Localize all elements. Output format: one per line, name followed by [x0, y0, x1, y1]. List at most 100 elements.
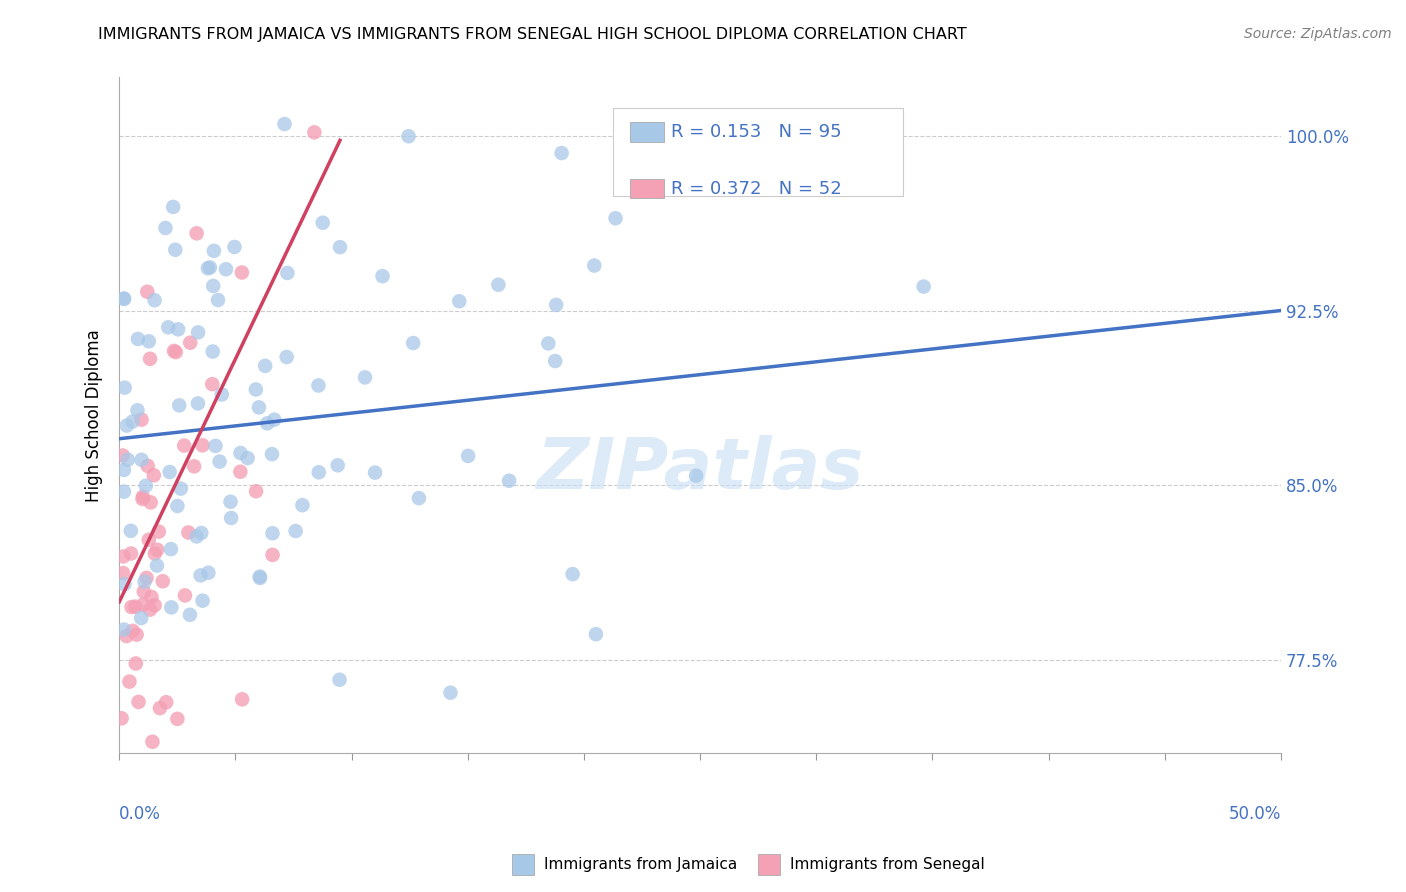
Point [198, 260, 221, 275]
Point [585, 627, 607, 641]
Point [111, 449, 134, 463]
Point [146, 558, 169, 573]
Point [449, 294, 471, 309]
Point [486, 277, 509, 292]
Point [208, 454, 231, 468]
Point [120, 547, 142, 561]
FancyBboxPatch shape [630, 178, 664, 198]
Point [284, 524, 307, 538]
Text: 0.0%: 0.0% [120, 805, 162, 822]
Point [249, 571, 271, 585]
Point [224, 240, 246, 254]
Point [143, 547, 166, 561]
Point [112, 623, 135, 637]
Point [187, 326, 209, 340]
Point [160, 600, 183, 615]
Point [139, 495, 162, 509]
Point [498, 474, 520, 488]
Point [191, 593, 214, 607]
Point [131, 412, 153, 426]
Point [112, 577, 135, 591]
Point [166, 712, 188, 726]
Point [190, 526, 212, 541]
Point [121, 600, 143, 615]
Point [132, 598, 155, 612]
Point [260, 447, 283, 461]
Point [245, 383, 267, 397]
Point [139, 602, 162, 616]
Point [159, 465, 181, 479]
Point [152, 574, 174, 589]
Point [177, 525, 200, 540]
Point [166, 499, 188, 513]
Point [215, 262, 238, 277]
Point [121, 415, 143, 429]
Point [583, 259, 606, 273]
Point [167, 322, 190, 336]
Point [207, 293, 229, 307]
Point [165, 243, 187, 257]
Point [128, 695, 150, 709]
Point [143, 599, 166, 613]
Point [191, 438, 214, 452]
Point [249, 569, 271, 583]
Point [162, 200, 184, 214]
Point [125, 627, 148, 641]
Point [179, 607, 201, 622]
Point [135, 571, 157, 585]
Point [544, 354, 567, 368]
Point [114, 381, 136, 395]
Point [129, 611, 152, 625]
Point [231, 265, 253, 279]
Point [112, 549, 135, 564]
Point [112, 484, 135, 499]
Point [112, 292, 135, 306]
Point [605, 211, 627, 226]
Point [132, 490, 155, 504]
Point [131, 491, 153, 506]
Point [138, 533, 160, 547]
Point [155, 221, 177, 235]
Point [197, 566, 219, 580]
Point [142, 468, 165, 483]
Point [256, 417, 278, 431]
Point [125, 657, 148, 671]
FancyBboxPatch shape [630, 122, 664, 142]
Point [308, 465, 330, 479]
Point [371, 269, 394, 284]
Point [165, 345, 187, 359]
Point [163, 343, 186, 358]
Point [204, 439, 226, 453]
Point [202, 244, 225, 258]
Point [155, 695, 177, 709]
Point [229, 446, 252, 460]
Point [364, 466, 387, 480]
Point [236, 451, 259, 466]
Point [134, 574, 156, 589]
Point [273, 117, 295, 131]
Point [326, 458, 349, 473]
Point [179, 335, 201, 350]
Point [120, 524, 142, 538]
Point [245, 484, 267, 499]
Point [312, 216, 335, 230]
Text: Source: ZipAtlas.com: Source: ZipAtlas.com [1244, 27, 1392, 41]
Point [439, 686, 461, 700]
Point [201, 377, 224, 392]
Point [127, 332, 149, 346]
Text: ZIPatlas: ZIPatlas [537, 435, 863, 504]
Point [329, 673, 352, 687]
Text: Immigrants from Senegal: Immigrants from Senegal [790, 857, 986, 871]
Point [550, 146, 572, 161]
Point [254, 359, 277, 373]
Text: R = 0.372   N = 52: R = 0.372 N = 52 [671, 179, 842, 198]
FancyBboxPatch shape [613, 108, 904, 195]
Point [174, 588, 197, 602]
Point [115, 418, 138, 433]
Point [912, 279, 935, 293]
Point [121, 624, 143, 638]
Point [139, 351, 162, 366]
Point [115, 629, 138, 643]
Point [187, 396, 209, 410]
Point [117, 452, 139, 467]
